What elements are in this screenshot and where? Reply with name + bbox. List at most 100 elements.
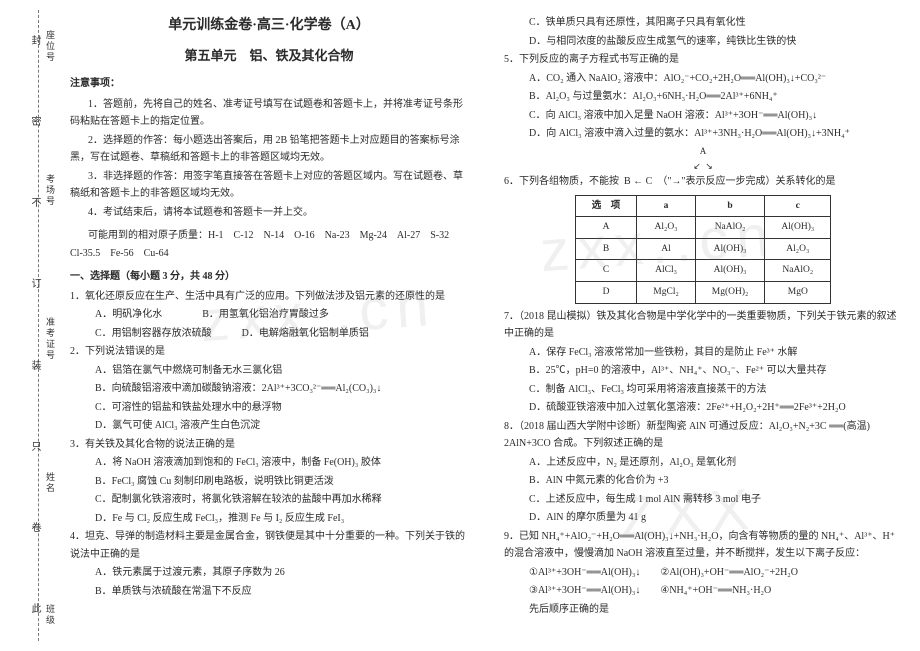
rxn: ②Al(OH)₃+OH⁻══AlO₂⁻+2H₂O [660, 567, 798, 578]
table-row: C AlCl₃ Al(OH)₃ NaAlO₂ [575, 260, 830, 282]
binding-margin: 封 密 不 订 装 只 卷 此 座位号 考场号 准考证号 姓名 班级 [0, 0, 60, 651]
notice-item: 1．答题前，先将自己的姓名、准考证号填写在试题卷和答题卡上，并将准考证号条形码粘… [70, 96, 468, 131]
q1-C: C．用铝制容器存放浓硫酸 D．电解熔融氧化铝制单质铝 [70, 325, 468, 343]
q3-D: D．Fe 与 Cl₂ 反应生成 FeCl₃，推测 Fe 与 I₂ 反应生成 Fe… [70, 510, 468, 528]
title-main: 单元训练金卷·高三·化学卷（A） [70, 14, 468, 39]
q2-A: A．铝箔在氯气中燃烧可制备无水三氯化铝 [70, 362, 468, 380]
td: D [575, 282, 637, 304]
margin-char: 密 [28, 116, 42, 129]
q5-A: A．CO₂ 通入 NaAlO₂ 溶液中：AlO₂⁻+CO₂+2H₂O══Al(O… [504, 70, 902, 88]
table-row: B Al Al(OH)₃ Al₂O₃ [575, 238, 830, 260]
table-row: D MgCl₂ Mg(OH)₂ MgO [575, 282, 830, 304]
td: C [575, 260, 637, 282]
field-class: 班级 [46, 604, 57, 626]
margin-char: 卷 [28, 522, 42, 535]
rxn: ①Al³⁺+3OH⁻══Al(OH)₃↓ [529, 567, 640, 578]
td: NaAlO₂ [695, 217, 765, 239]
q9-r12: ①Al³⁺+3OH⁻══Al(OH)₃↓ ②Al(OH)₃+OH⁻══AlO₂⁻… [504, 564, 902, 582]
q3-C: C．配制氯化铁溶液时，将氯化铁溶解在较浓的盐酸中再加水稀释 [70, 491, 468, 509]
td: A [575, 217, 637, 239]
q8-C: C．上述反应中，每生成 1 mol AlN 需转移 3 mol 电子 [504, 491, 902, 509]
q7-stem: 7．（2018 昆山模拟）铁及其化合物是中学化学中的一类重要物质，下列关于铁元素… [504, 308, 902, 343]
field-name: 姓名 [46, 472, 57, 494]
opt-text: D．电解熔融氧化铝制单质铝 [242, 328, 369, 339]
opt-text: C．用铝制容器存放浓硫酸 [95, 328, 212, 339]
margin-char: 只 [28, 441, 42, 454]
q2-C: C．可溶性的铝盐和铁盐处理水中的悬浮物 [70, 399, 468, 417]
q9-tail: 先后顺序正确的是 [504, 601, 902, 619]
q3-stem: 3．有关铁及其化合物的说法正确的是 [70, 436, 468, 454]
q8-B: B．AlN 中氮元素的化合价为 +3 [504, 472, 902, 490]
td: Al(OH)₃ [695, 260, 765, 282]
right-column: C．铁单质只具有还原性，其阳离子只具有氧化性 D．与相同浓度的盐酸反应生成氢气的… [486, 0, 920, 651]
field-room: 考场号 [46, 174, 57, 207]
table-row: A Al₂O₃ NaAlO₂ Al(OH)₃ [575, 217, 830, 239]
q7-C: C．制备 AlCl₃、FeCl₃ 均可采用将溶液直接蒸干的方法 [504, 381, 902, 399]
q5-C: C．向 AlCl₃ 溶液中加入足量 NaOH 溶液：Al³⁺+3OH⁻══Al(… [504, 107, 902, 125]
margin-char-column: 封 密 不 订 装 只 卷 此 [28, 0, 42, 651]
margin-fields-column: 座位号 考场号 准考证号 姓名 班级 [46, 0, 57, 651]
q4-A: A．铁元素属于过渡元素，其原子序数为 26 [70, 564, 468, 582]
td: Mg(OH)₂ [695, 282, 765, 304]
margin-char: 不 [28, 197, 42, 210]
q9-stem: 9．已知 NH₄⁺+AlO₂⁻+H₂O══Al(OH)₃↓+NH₃·H₂O，向含… [504, 528, 902, 563]
q2-D: D．氯气可使 AlCl₃ 溶液产生白色沉淀 [70, 417, 468, 435]
rxn: ④NH₄⁺+OH⁻══NH₃·H₂O [660, 585, 771, 596]
margin-char: 订 [28, 278, 42, 291]
q7-D: D．硫酸亚铁溶液中加入过氧化氢溶液：2Fe²⁺+H₂O₂+2H⁺══2Fe³⁺+… [504, 399, 902, 417]
td: MgCl₂ [637, 282, 696, 304]
th: a [637, 195, 696, 217]
q2-B: B．向硫酸铝溶液中滴加碳酸钠溶液：2Al³⁺+3CO₃²⁻══Al₂(CO₃)₃… [70, 380, 468, 398]
q2-stem: 2．下列说法错误的是 [70, 343, 468, 361]
page-root: 封 密 不 订 装 只 卷 此 座位号 考场号 准考证号 姓名 班级 单元训练金… [0, 0, 920, 651]
q8-stem: 8．（2018 届山西大学附中诊断）新型陶瓷 AlN 可通过反应：Al₂O₃+N… [504, 418, 902, 453]
field-seat: 座位号 [46, 30, 57, 63]
td: AlCl₃ [637, 260, 696, 282]
opt-text: A．明矾净化水 [95, 309, 162, 320]
td: NaAlO₂ [765, 260, 831, 282]
notice-heading: 注意事项： [70, 75, 468, 93]
q4-stem: 4．坦克、导弹的制造材料主要是金属合金，钢铁便是其中十分重要的一种。下列关于铁的… [70, 528, 468, 563]
atomic-masses: 可能用到的相对原子质量：H-1 C-12 N-14 O-16 Na-23 Mg-… [70, 227, 468, 262]
q7-B: B．25℃，pH=0 的溶液中，Al³⁺、NH₄⁺、NO₃⁻、Fe²⁺ 可以大量… [504, 362, 902, 380]
td: MgO [765, 282, 831, 304]
notice-item: 3．非选择题的作答：用签字笔直接答在答题卡上对应的答题区域内。写在试题卷、草稿纸… [70, 168, 468, 203]
q6-arrow-diagram: A↙ ↘ [504, 144, 902, 176]
notice-item: 4．考试结束后，请将本试题卷和答题卡一并上交。 [70, 204, 468, 222]
th: c [765, 195, 831, 217]
q7-A: A．保存 FeCl₃ 溶液常常加一些铁粉，其目的是防止 Fe³⁺ 水解 [504, 344, 902, 362]
table-head-row: 选 项 a b c [575, 195, 830, 217]
q6-stem-pre: 6．下列各组物质，不能按 [504, 176, 619, 187]
q5-stem: 5．下列反应的离子方程式书写正确的是 [504, 51, 902, 69]
rxn: ③Al³⁺+3OH⁻══Al(OH)₃↓ [529, 585, 640, 596]
margin-char: 装 [28, 360, 42, 373]
q6-table: 选 项 a b c A Al₂O₃ NaAlO₂ Al(OH)₃ B Al Al… [575, 195, 831, 304]
margin-char: 封 [28, 35, 42, 48]
margin-char: 此 [28, 603, 42, 616]
q3-B: B．FeCl₃ 腐蚀 Cu 刻制印刷电路板，说明铁比铜更活泼 [70, 473, 468, 491]
q4-C: C．铁单质只具有还原性，其阳离子只具有氧化性 [504, 14, 902, 32]
q4-D: D．与相同浓度的盐酸反应生成氢气的速率，纯铁比生铁的快 [504, 33, 902, 51]
td: Al(OH)₃ [695, 238, 765, 260]
th: 选 项 [575, 195, 637, 217]
section-1-head: 一、选择题（每小题 3 分，共 48 分） [70, 268, 468, 286]
q6-stem: 6．下列各组物质，不能按 B ← C （"→"表示反应一步完成）关系转化的是 [504, 173, 902, 191]
th: b [695, 195, 765, 217]
notice-item: 2．选择题的作答：每小题选出答案后，用 2B 铅笔把答题卡上对应题目的答案标号涂… [70, 132, 468, 167]
q1-A: A．明矾净化水 B．用氢氧化铝治疗胃酸过多 [70, 306, 468, 324]
q1-stem: 1．氧化还原反应在生产、生活中具有广泛的应用。下列做法涉及铝元素的还原性的是 [70, 288, 468, 306]
q8-A: A．上述反应中，N₂ 是还原剂，Al₂O₃ 是氧化剂 [504, 454, 902, 472]
td: Al [637, 238, 696, 260]
q6-stem-post: （"→"表示反应一步完成）关系转化的是 [657, 176, 835, 187]
q5-D: D．向 AlCl₃ 溶液中滴入过量的氨水：Al³⁺+3NH₃·H₂O══Al(O… [504, 125, 902, 143]
left-column: 单元训练金卷·高三·化学卷（A） 第五单元 铝、铁及其化合物 注意事项： 1．答… [60, 0, 486, 651]
q9-r34: ③Al³⁺+3OH⁻══Al(OH)₃↓ ④NH₄⁺+OH⁻══NH₃·H₂O [504, 582, 902, 600]
title-sub: 第五单元 铝、铁及其化合物 [70, 45, 468, 68]
opt-text: B．用氢氧化铝治疗胃酸过多 [202, 309, 329, 320]
q8-D: D．AlN 的摩尔质量为 41 g [504, 509, 902, 527]
td: Al₂O₃ [765, 238, 831, 260]
td: Al(OH)₃ [765, 217, 831, 239]
q4-B: B．单质铁与浓硫酸在常温下不反应 [70, 583, 468, 601]
q5-B: B．Al₂O₃ 与过量氨水：Al₂O₃+6NH₃·H₂O══2Al³⁺+6NH₄… [504, 88, 902, 106]
field-id: 准考证号 [46, 317, 57, 361]
